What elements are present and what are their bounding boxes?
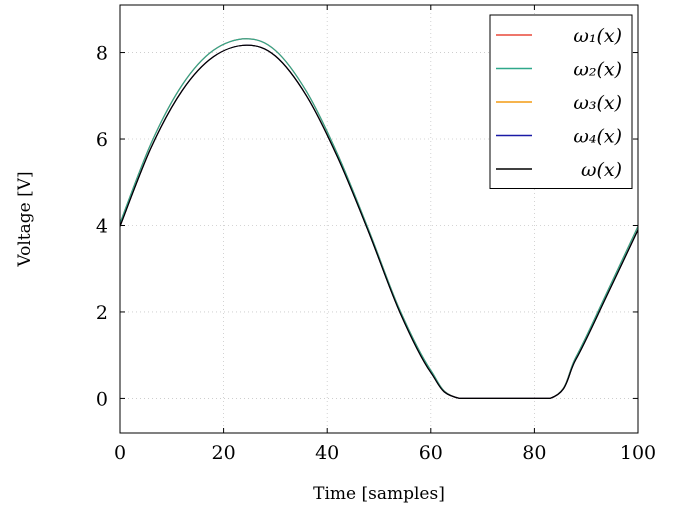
y-tick-label: 0 <box>96 388 108 410</box>
x-tick-label: 80 <box>522 442 546 464</box>
x-tick-label: 40 <box>315 442 339 464</box>
y-tick-label: 6 <box>96 129 108 151</box>
legend-entry-label: ω₄(x) <box>573 126 622 148</box>
x-axis-label: Time [samples] <box>313 484 445 504</box>
series-lines <box>119 38 639 400</box>
series-line-5 <box>119 44 639 400</box>
y-tick-label: 8 <box>96 43 108 65</box>
legend-entry-label: ω₂(x) <box>573 59 622 81</box>
y-tick-label: 4 <box>96 215 108 237</box>
legend-entry-label: ω₃(x) <box>573 92 622 114</box>
plot-area-frame <box>119 4 639 434</box>
x-tick-label: 20 <box>212 442 236 464</box>
legend-entry-label: ω(x) <box>581 159 622 181</box>
legend: ω₁(x) ω₂(x) ω₃(x) ω₄(x) ω(x) <box>489 14 633 189</box>
x-tick-label: 0 <box>114 442 126 464</box>
x-tick-label: 100 <box>620 442 656 464</box>
axis-ticks: 0 20 40 60 80 100 0 2 4 6 8 <box>96 5 656 464</box>
legend-entry-label: ω₁(x) <box>573 25 622 47</box>
x-tick-label: 60 <box>419 442 443 464</box>
y-axis-label: Voltage [V] <box>15 171 35 267</box>
y-tick-label: 2 <box>96 302 108 324</box>
